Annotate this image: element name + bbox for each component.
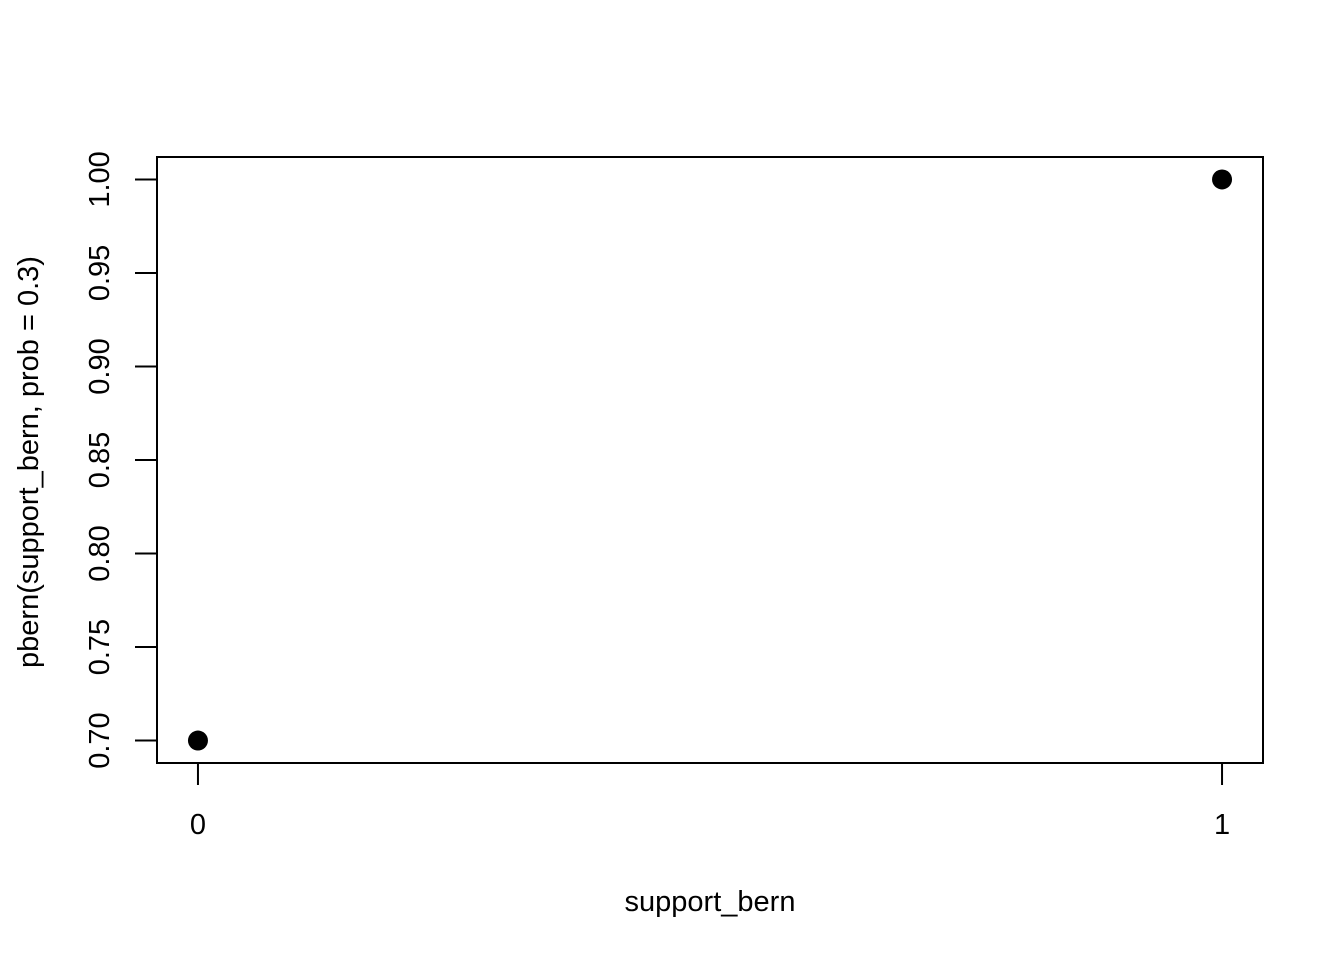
x-axis-label: support_bern — [625, 886, 796, 918]
data-point — [187, 730, 208, 751]
y-axis-label: pbern(support_bern, prob = 0.3) — [13, 256, 45, 668]
data-point — [1212, 169, 1233, 190]
data-points — [187, 169, 1233, 751]
x-tick-label: 1 — [1214, 809, 1230, 841]
y-tick-label: 0.95 — [84, 245, 116, 301]
x-tick-label: 0 — [190, 809, 206, 841]
y-tick-label: 0.75 — [84, 619, 116, 675]
y-tick-label: 0.85 — [84, 432, 116, 488]
y-axis: 0.70 0.75 0.80 0.85 0.90 0.95 1.00 — [84, 151, 158, 769]
y-tick-label: 0.70 — [84, 712, 116, 768]
plot-frame — [156, 156, 1264, 764]
y-tick-label: 0.80 — [84, 525, 116, 581]
y-tick-label: 0.90 — [84, 338, 116, 394]
y-tick-label: 1.00 — [84, 151, 116, 207]
